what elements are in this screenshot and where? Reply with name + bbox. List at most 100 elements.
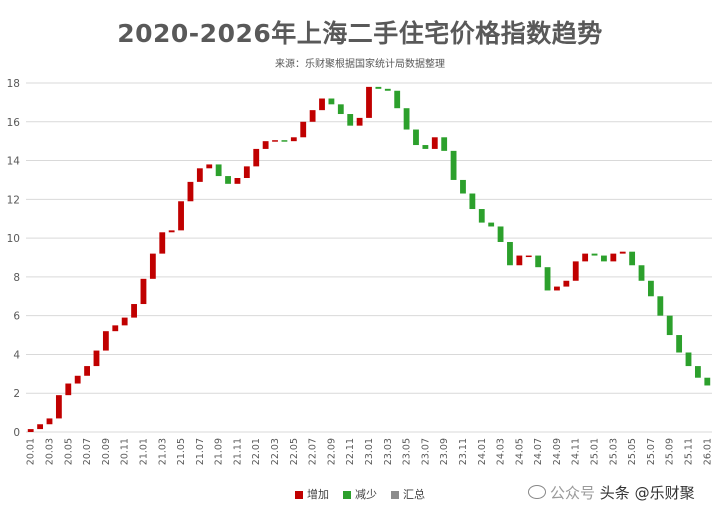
- waterfall-bar: [666, 315, 673, 336]
- x-tick-label: 24.11: [571, 438, 582, 465]
- y-tick-label: 2: [13, 388, 20, 400]
- watermark-prefix: 公众号: [550, 484, 596, 502]
- waterfall-bar: [525, 255, 532, 258]
- waterfall-bar: [102, 331, 109, 351]
- x-tick-label: 24.01: [477, 438, 488, 465]
- x-tick-label: 22.09: [326, 438, 337, 465]
- x-tick-label: 20.03: [44, 438, 55, 465]
- waterfall-bar: [394, 90, 401, 109]
- waterfall-bar: [112, 325, 119, 332]
- waterfall-bar: [460, 179, 466, 194]
- x-tick-label: 25.11: [684, 438, 695, 465]
- x-tick-label: 23.07: [420, 438, 431, 465]
- waterfall-bar: [638, 265, 645, 281]
- waterfall-bar: [572, 261, 579, 281]
- wechat-icon: [528, 485, 546, 499]
- x-tick-label: 25.01: [590, 438, 601, 465]
- y-tick-label: 14: [7, 156, 21, 168]
- watermark: 公众号 头条 @乐财聚: [524, 480, 699, 505]
- y-tick-label: 10: [7, 233, 20, 245]
- waterfall-bar: [27, 429, 34, 432]
- x-tick-label: 23.05: [402, 438, 413, 465]
- waterfall-bar: [262, 141, 269, 149]
- waterfall-bar: [601, 255, 607, 262]
- waterfall-bar: [159, 232, 166, 254]
- y-tick-label: 4: [13, 349, 20, 361]
- x-tick-label: 22.01: [251, 438, 262, 465]
- y-tick-label: 12: [7, 194, 20, 206]
- x-tick-labels: 20.01 20.03 20.05 20.07 20.09 20.11 21.01 21.03…: [26, 438, 714, 465]
- x-tick-label: 24.09: [552, 438, 563, 465]
- waterfall-bar: [281, 140, 288, 142]
- waterfall-bar: [37, 424, 44, 430]
- legend-label: 增加: [307, 488, 329, 501]
- x-tick-label: 25.09: [665, 438, 676, 465]
- y-tick-label: 16: [7, 117, 21, 129]
- x-tick-label: 25.03: [608, 438, 619, 465]
- waterfall-bar: [46, 418, 53, 425]
- waterfall-bar: [168, 230, 175, 233]
- waterfall-bar: [375, 86, 382, 89]
- chart-legend: 增加 减少 汇总: [0, 486, 720, 502]
- waterfall-bar: [55, 395, 62, 419]
- waterfall-bar: [497, 226, 504, 242]
- waterfall-bar: [648, 280, 654, 297]
- x-tick-label: 21.11: [232, 438, 243, 465]
- waterfall-bar: [272, 140, 278, 142]
- watermark-text: 头条 @乐财聚: [599, 484, 695, 502]
- waterfall-bar: [657, 296, 664, 316]
- waterfall-bar: [478, 209, 485, 223]
- waterfall-bar: [215, 164, 222, 177]
- waterfall-bar: [450, 150, 457, 180]
- waterfall-bar: [356, 117, 363, 126]
- bars: [27, 86, 711, 432]
- waterfall-bar: [187, 181, 194, 202]
- waterfall-bar: [591, 253, 598, 256]
- waterfall-bar: [535, 255, 542, 268]
- waterfall-bar: [178, 201, 184, 231]
- waterfall-bar: [366, 86, 372, 118]
- y-tick-labels: 0 2 4 6 8 10 12 14 16 18: [7, 78, 21, 439]
- waterfall-bar: [507, 241, 513, 266]
- waterfall-bar: [619, 251, 626, 254]
- x-tick-label: 22.07: [308, 438, 319, 465]
- legend-label: 汇总: [403, 488, 425, 501]
- legend-swatch: [391, 491, 399, 499]
- waterfall-bar: [610, 253, 617, 262]
- waterfall-bar: [582, 253, 589, 262]
- waterfall-bar: [629, 251, 636, 266]
- waterfall-bar: [93, 350, 100, 367]
- waterfall-bar: [563, 280, 570, 287]
- x-tick-label: 23.03: [383, 438, 394, 465]
- waterfall-bar: [544, 267, 551, 291]
- x-tick-label: 22.11: [345, 438, 356, 465]
- waterfall-bar: [704, 377, 711, 386]
- waterfall-bar: [253, 148, 260, 167]
- waterfall-bar: [441, 137, 448, 151]
- x-tick-label: 21.09: [214, 438, 225, 465]
- legend-item: 增加: [295, 486, 329, 502]
- x-tick-label: 25.05: [627, 438, 638, 465]
- x-tick-label: 23.01: [364, 438, 375, 465]
- x-tick-label: 22.03: [270, 438, 281, 465]
- x-tick-label: 21.05: [176, 438, 187, 465]
- waterfall-bar: [554, 286, 560, 291]
- waterfall-bar: [488, 222, 495, 227]
- x-tick-label: 20.09: [101, 438, 112, 465]
- waterfall-bar: [121, 317, 128, 326]
- legend-swatch: [343, 491, 351, 499]
- waterfall-bar: [413, 129, 419, 146]
- y-tick-label: 0: [13, 427, 20, 439]
- x-tick-label: 20.01: [26, 438, 37, 465]
- waterfall-bar: [685, 352, 692, 367]
- waterfall-bar: [234, 178, 241, 184]
- waterfall-bar: [206, 164, 213, 169]
- waterfall-bar: [319, 98, 325, 111]
- waterfall-bar: [309, 110, 316, 122]
- grid-lines: [26, 82, 712, 433]
- x-tick-label: 24.03: [496, 438, 507, 465]
- waterfall-bar: [516, 255, 523, 266]
- x-tick-label: 23.09: [439, 438, 450, 465]
- x-tick-label: 21.07: [195, 438, 206, 465]
- x-tick-label: 20.11: [120, 438, 131, 465]
